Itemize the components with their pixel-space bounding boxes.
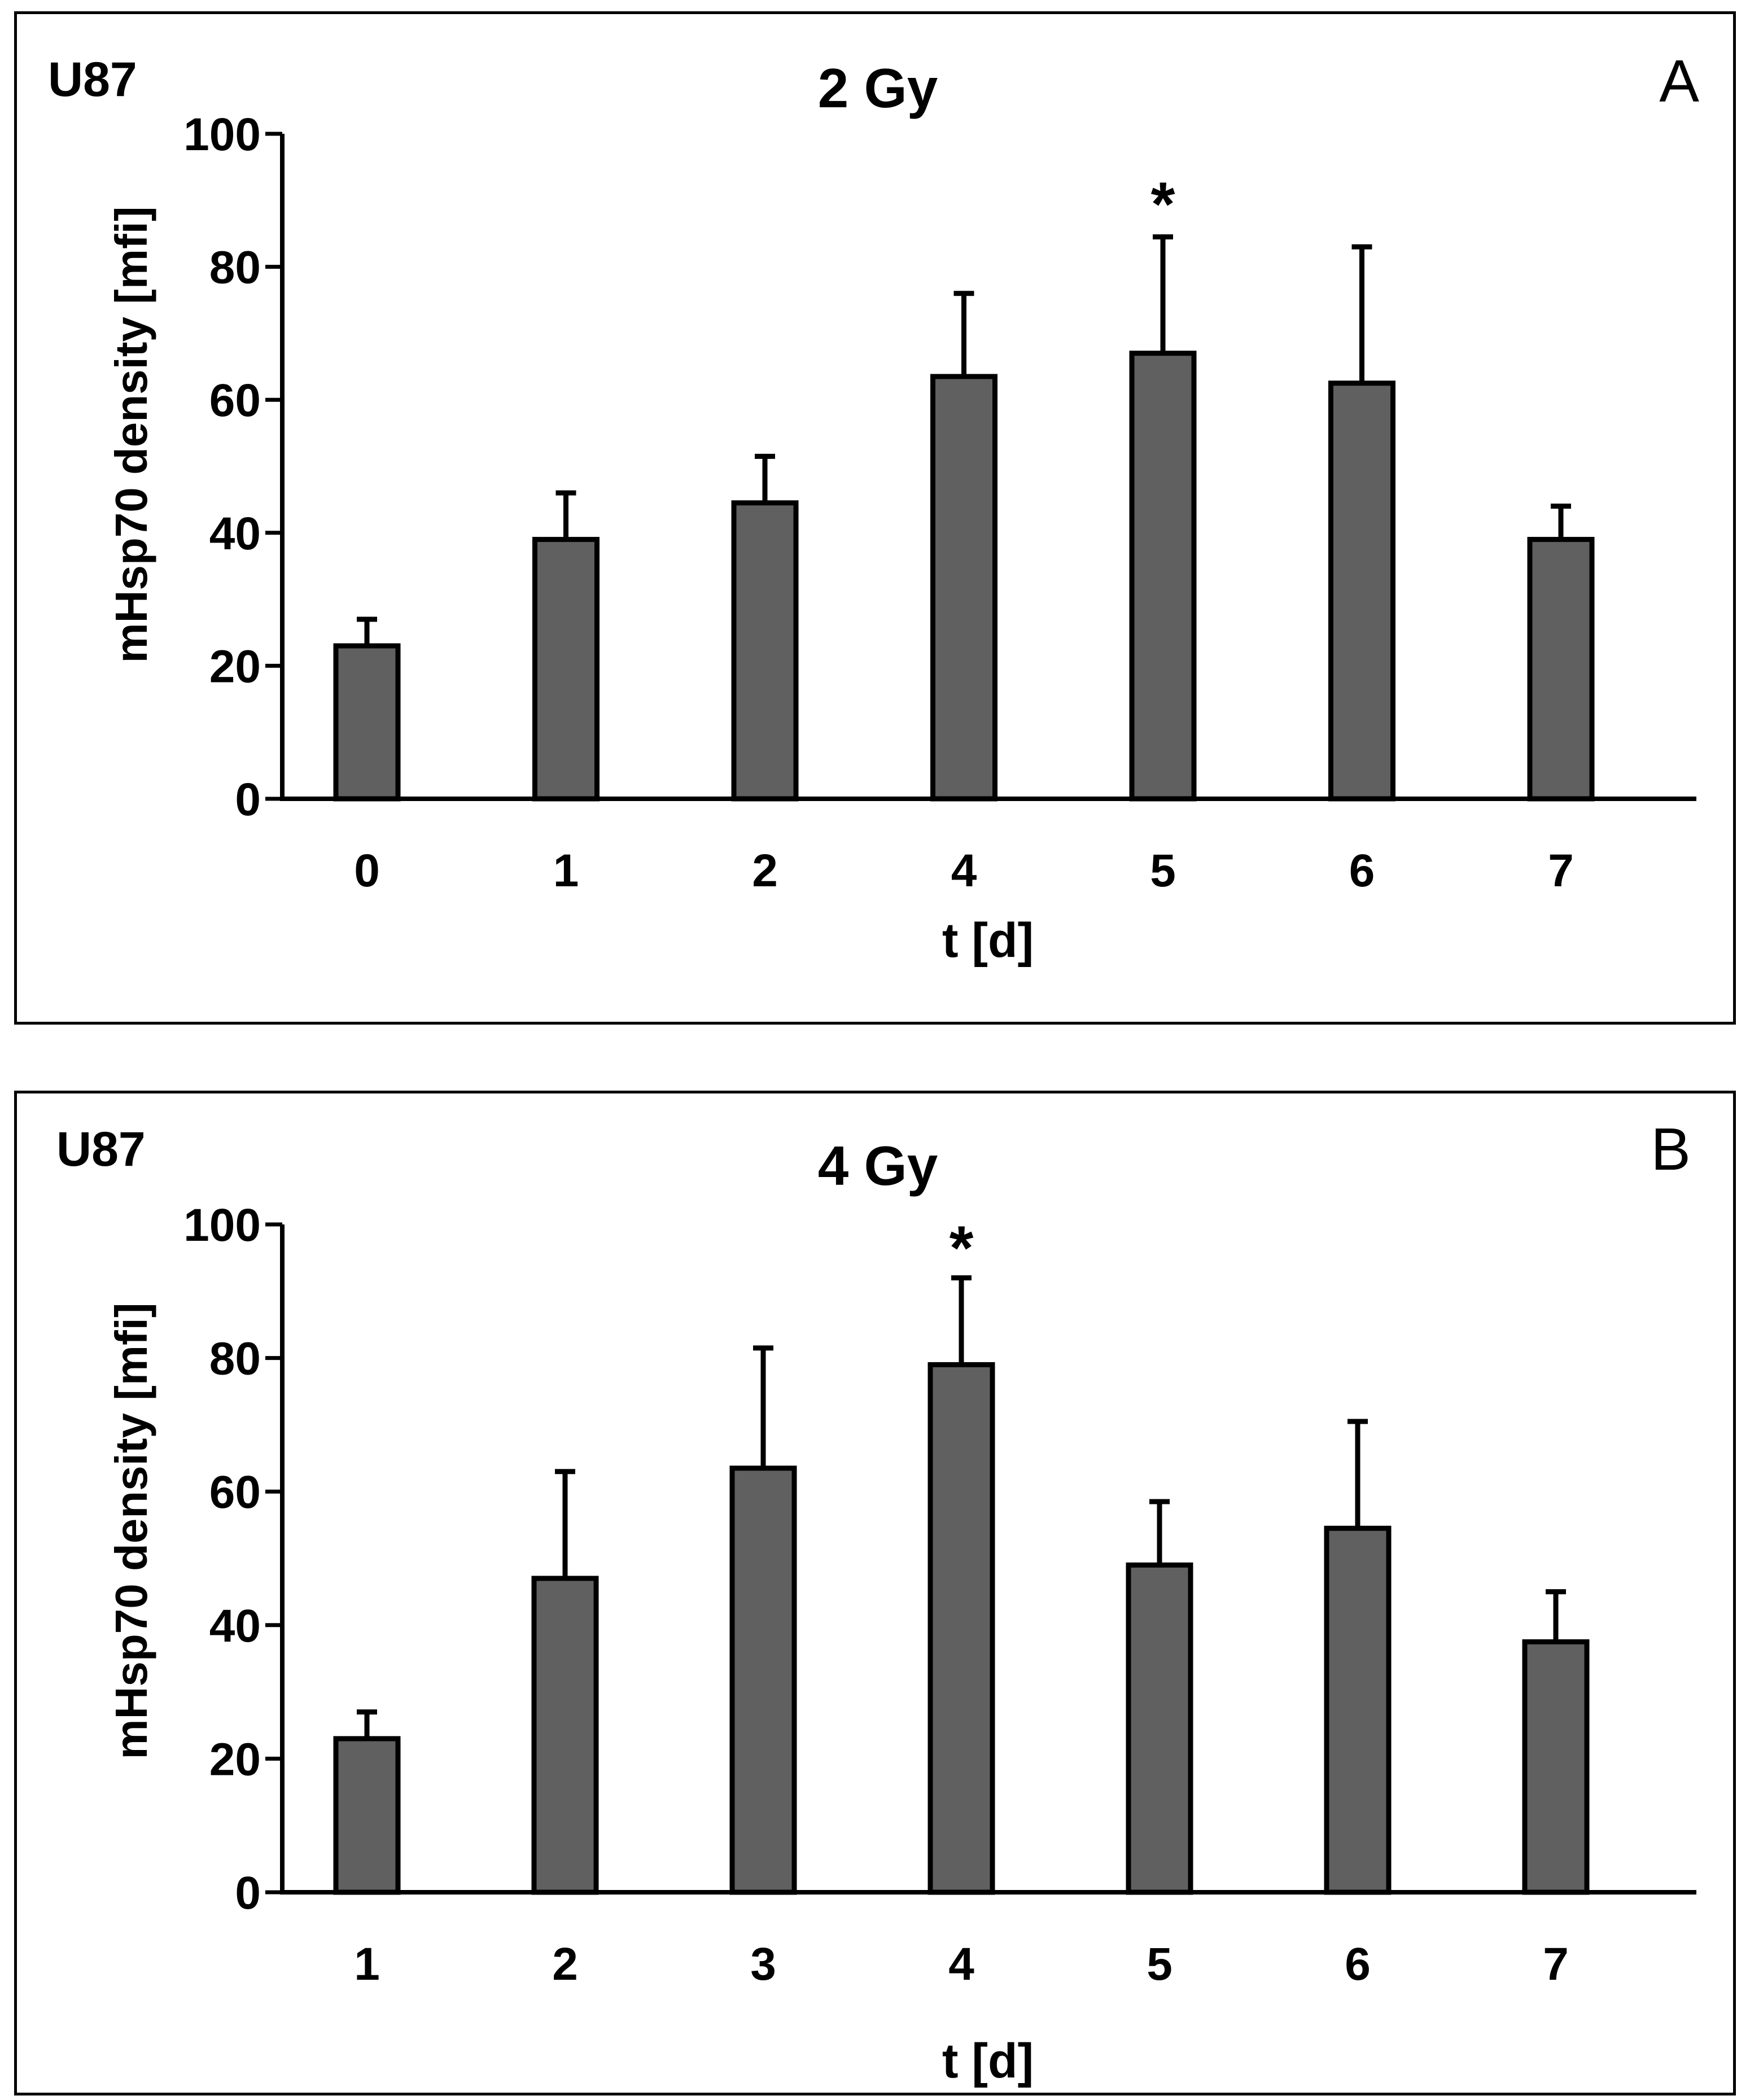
x-tick-label-a: 7 xyxy=(1548,845,1574,896)
cell-line-label-a: U87 xyxy=(48,53,137,107)
x-tick-label-a: 4 xyxy=(951,845,977,896)
x-tick-label-b: 5 xyxy=(1147,1939,1172,1990)
panel-letter-a: A xyxy=(1659,48,1699,115)
y-tick-label-a: 100 xyxy=(183,109,261,160)
significance-star-b: * xyxy=(950,1214,974,1283)
bar-b xyxy=(1324,1525,1392,1895)
y-tick-label-b: 0 xyxy=(235,1867,261,1919)
chart-b: U87 4 Gy B t [d] mHsp70 density [mfi] 0 2… xyxy=(56,1116,1696,2088)
y-tick-label-a: 40 xyxy=(209,508,261,559)
x-tick-label-b: 1 xyxy=(354,1939,380,1990)
bar-a xyxy=(930,374,998,802)
bar-a xyxy=(1527,537,1595,802)
x-tick-label-a: 5 xyxy=(1150,845,1176,896)
x-tick-label-a: 1 xyxy=(553,845,579,896)
y-tick-label-b: 80 xyxy=(209,1333,261,1385)
x-tick-label-a: 2 xyxy=(752,845,778,896)
bar-a xyxy=(731,500,799,802)
chart-title-b: 4 Gy xyxy=(818,1135,938,1197)
y-axis-label-b: mHsp70 density [mfi] xyxy=(106,1302,156,1759)
bar-b xyxy=(928,1362,995,1895)
x-axis-label-a: t [d] xyxy=(942,913,1034,968)
y-tick-label-b: 20 xyxy=(209,1734,261,1785)
chart-a: U87 2 Gy A t [d] mHsp70 density [mfi] 0 2… xyxy=(48,48,1699,968)
bar-b xyxy=(1126,1562,1193,1895)
bar-a xyxy=(532,537,600,802)
x-tick-label-b: 7 xyxy=(1543,1939,1569,1990)
x-tick-label-a: 6 xyxy=(1349,845,1375,896)
y-axis-label-a: mHsp70 density [mfi] xyxy=(106,206,156,663)
y-tick-label-b: 60 xyxy=(209,1467,261,1518)
y-tick-label-b: 40 xyxy=(209,1600,261,1652)
x-tick-label-b: 6 xyxy=(1345,1939,1371,1990)
bar-a xyxy=(1328,380,1395,802)
bar-b xyxy=(1522,1639,1590,1895)
x-tick-label-b: 4 xyxy=(948,1939,974,1990)
panel-letter-b: B xyxy=(1651,1116,1691,1183)
x-tick-label-b: 3 xyxy=(750,1939,776,1990)
bar-a xyxy=(1129,351,1197,802)
x-tick-label-b: 2 xyxy=(552,1939,578,1990)
significance-star-a: * xyxy=(1151,170,1175,239)
panel-a: U87 2 Gy A t [d] mHsp70 density [mfi] 0 2… xyxy=(14,11,1736,1025)
bar-a xyxy=(333,643,401,802)
panel-b: U87 4 Gy B t [d] mHsp70 density [mfi] 0 2… xyxy=(14,1091,1736,2095)
y-tick-label-a: 60 xyxy=(209,375,261,426)
y-tick-label-b: 100 xyxy=(183,1200,261,1251)
y-tick-label-a: 80 xyxy=(209,242,261,294)
y-tick-label-a: 20 xyxy=(209,641,261,692)
chart-title-a: 2 Gy xyxy=(818,57,938,119)
bar-b xyxy=(531,1576,599,1895)
bar-b xyxy=(729,1465,797,1895)
y-tick-label-a: 0 xyxy=(235,774,261,825)
x-tick-label-a: 0 xyxy=(354,845,380,896)
x-axis-label-b: t [d] xyxy=(942,2034,1034,2088)
cell-line-label-b: U87 xyxy=(56,1122,146,1176)
bar-b xyxy=(333,1736,401,1895)
